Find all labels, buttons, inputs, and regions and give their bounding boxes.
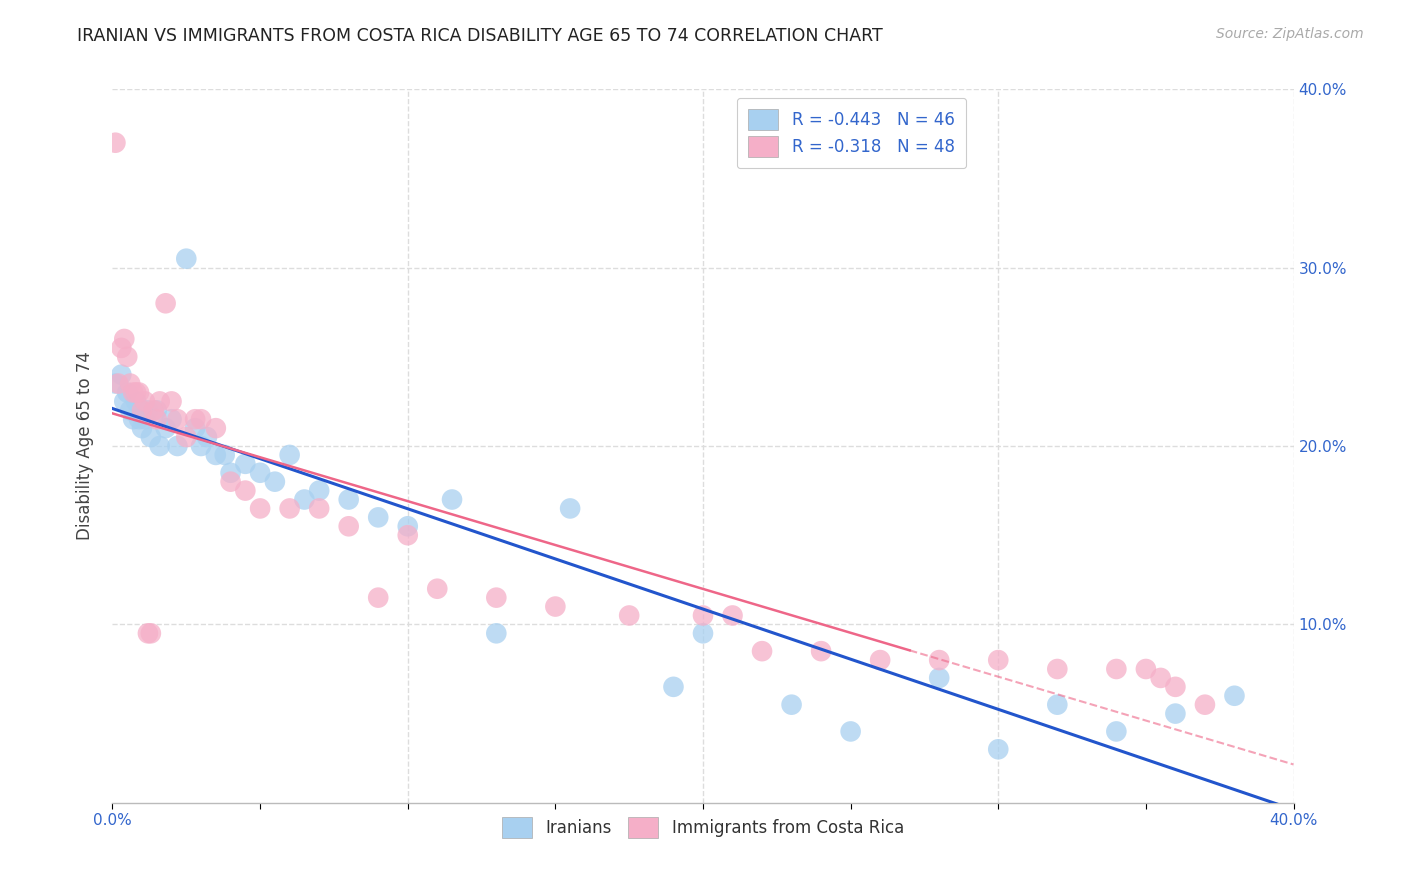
Point <box>233 457 256 471</box>
Point <box>692 608 714 623</box>
Point <box>128 412 150 426</box>
Point <box>337 519 360 533</box>
Point <box>839 724 862 739</box>
Point <box>139 626 162 640</box>
Point <box>131 403 153 417</box>
Point <box>160 412 183 426</box>
Point <box>131 421 153 435</box>
Point <box>117 385 138 400</box>
Point <box>104 136 127 150</box>
Point <box>1164 706 1187 721</box>
Point <box>1194 698 1216 712</box>
Point <box>292 492 315 507</box>
Point <box>1135 662 1157 676</box>
Point <box>278 448 301 462</box>
Point <box>205 448 228 462</box>
Point <box>134 412 156 426</box>
Point <box>485 626 508 640</box>
Point <box>110 341 132 355</box>
Point <box>166 439 188 453</box>
Point <box>278 501 301 516</box>
Point <box>396 528 419 542</box>
Point <box>264 475 287 489</box>
Point <box>308 483 330 498</box>
Point <box>112 332 135 346</box>
Point <box>249 466 271 480</box>
Point <box>120 403 142 417</box>
Point <box>166 412 188 426</box>
Point <box>1105 662 1128 676</box>
Point <box>155 421 177 435</box>
Point <box>110 368 132 382</box>
Point <box>441 492 464 507</box>
Point <box>928 671 950 685</box>
Point <box>146 403 169 417</box>
Point <box>184 412 207 426</box>
Point <box>1164 680 1187 694</box>
Point <box>184 421 207 435</box>
Point <box>751 644 773 658</box>
Text: IRANIAN VS IMMIGRANTS FROM COSTA RICA DISABILITY AGE 65 TO 74 CORRELATION CHART: IRANIAN VS IMMIGRANTS FROM COSTA RICA DI… <box>77 27 883 45</box>
Point <box>195 430 218 444</box>
Point <box>134 394 156 409</box>
Point <box>869 653 891 667</box>
Point <box>125 394 148 409</box>
Point <box>136 403 159 417</box>
Point <box>1046 662 1069 676</box>
Legend: Iranians, Immigrants from Costa Rica: Iranians, Immigrants from Costa Rica <box>495 811 911 845</box>
Point <box>107 376 129 391</box>
Point <box>308 501 330 516</box>
Point <box>367 591 389 605</box>
Point <box>367 510 389 524</box>
Point <box>190 439 212 453</box>
Point <box>155 296 177 310</box>
Point <box>136 626 159 640</box>
Point <box>139 430 162 444</box>
Point <box>174 430 197 444</box>
Y-axis label: Disability Age 65 to 74: Disability Age 65 to 74 <box>76 351 94 541</box>
Point <box>117 350 138 364</box>
Point <box>662 680 685 694</box>
Point <box>721 608 744 623</box>
Point <box>214 448 236 462</box>
Point <box>205 421 228 435</box>
Point <box>485 591 508 605</box>
Point <box>426 582 449 596</box>
Point <box>128 385 150 400</box>
Point <box>219 475 242 489</box>
Point <box>987 742 1010 756</box>
Point <box>174 252 197 266</box>
Point <box>122 385 145 400</box>
Point <box>219 466 242 480</box>
Point <box>149 394 172 409</box>
Point <box>149 439 172 453</box>
Point <box>1150 671 1173 685</box>
Point <box>142 403 165 417</box>
Point <box>1223 689 1246 703</box>
Point <box>249 501 271 516</box>
Point <box>396 519 419 533</box>
Point <box>233 483 256 498</box>
Point <box>190 412 212 426</box>
Point <box>112 394 135 409</box>
Point <box>987 653 1010 667</box>
Point <box>1046 698 1069 712</box>
Point <box>544 599 567 614</box>
Point <box>692 626 714 640</box>
Point <box>146 412 169 426</box>
Point <box>619 608 641 623</box>
Text: Source: ZipAtlas.com: Source: ZipAtlas.com <box>1216 27 1364 41</box>
Point <box>928 653 950 667</box>
Point <box>558 501 582 516</box>
Point <box>104 376 127 391</box>
Point <box>810 644 832 658</box>
Point <box>125 385 148 400</box>
Point <box>120 376 142 391</box>
Point <box>337 492 360 507</box>
Point <box>122 412 145 426</box>
Point <box>160 394 183 409</box>
Point <box>780 698 803 712</box>
Point <box>1105 724 1128 739</box>
